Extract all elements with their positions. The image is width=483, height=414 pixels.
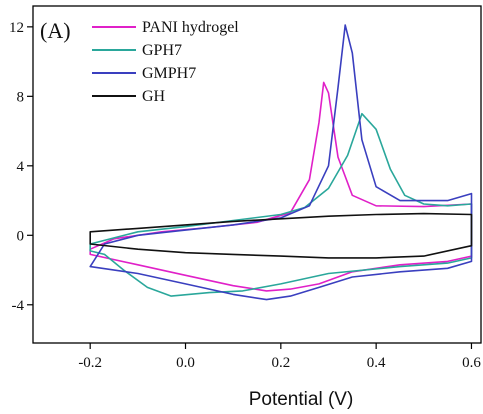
y-tick-label: 4: [17, 159, 25, 175]
legend-label: GPH7: [142, 42, 182, 59]
y-tick-label: 8: [17, 89, 25, 105]
x-tick-label: 0.0: [176, 355, 195, 371]
x-tick-label: 0.4: [367, 355, 386, 371]
legend-label: GH: [142, 88, 166, 105]
x-tick-label: 0.2: [271, 355, 290, 371]
plot-frame: [32, 5, 482, 344]
x-ticks: -0.2 0.0 0.2 0.4 0.6: [78, 343, 481, 371]
legend-label: GMPH7: [142, 65, 196, 82]
curves-layer: [89, 24, 473, 301]
series-line-gph7: [89, 112, 473, 297]
x-tick-label: -0.2: [78, 355, 102, 371]
y-tick-label: 0: [17, 228, 25, 244]
x-tick-label: 0.6: [462, 355, 481, 371]
legend: PANI hydrogel GPH7 GMPH7 GH: [92, 19, 239, 105]
panel-label: (A): [40, 18, 71, 43]
series-line-gh: [89, 212, 473, 259]
series-line-gmph7: [89, 24, 473, 301]
y-tick-label: 12: [9, 20, 24, 36]
y-ticks: -4 0 4 8 12: [9, 20, 33, 314]
x-axis-label: Potential (V): [249, 389, 354, 410]
series-line-pani-hydrogel: [89, 81, 473, 292]
y-tick-label: -4: [12, 298, 25, 314]
legend-label: PANI hydrogel: [142, 19, 239, 36]
